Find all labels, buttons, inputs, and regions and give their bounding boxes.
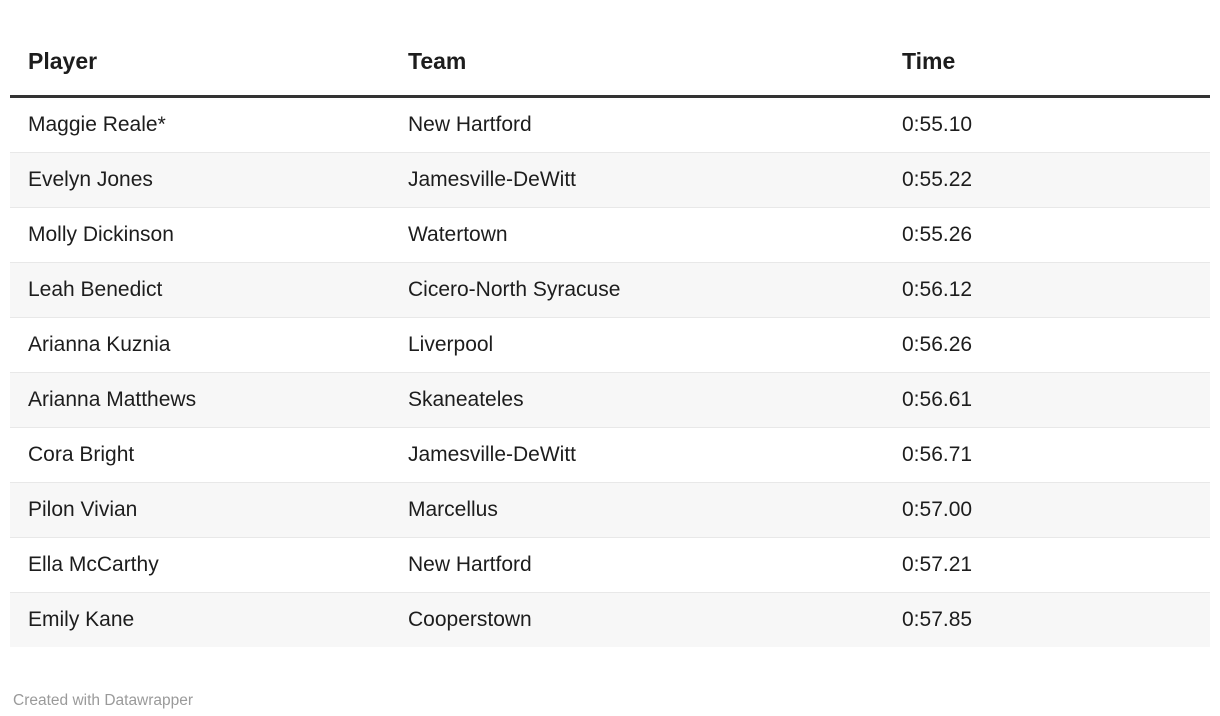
cell-team: Cicero-North Syracuse	[408, 278, 621, 301]
table-row: Emily Kane Cooperstown 0:57.85	[10, 592, 1210, 647]
cell-time: 0:57.00	[902, 498, 973, 521]
cell-player: Arianna Kuznia	[28, 333, 171, 356]
cell-time: 0:56.71	[902, 443, 973, 466]
cell-time: 0:56.26	[902, 333, 973, 356]
table-row: Cora Bright Jamesville-DeWitt 0:56.71	[10, 427, 1210, 483]
cell-team: Skaneateles	[408, 388, 524, 411]
table-row: Maggie Reale* New Hartford 0:55.10	[10, 96, 1210, 153]
column-header-time: Time	[884, 30, 1210, 98]
table-row: Evelyn Jones Jamesville-DeWitt 0:55.22	[10, 152, 1210, 208]
cell-time: 0:57.21	[902, 553, 973, 576]
table-body: Maggie Reale* New Hartford 0:55.10 Evelyn J…	[10, 96, 1210, 647]
cell-time: 0:55.10	[902, 113, 973, 136]
cell-time: 0:56.12	[902, 278, 973, 301]
cell-time: 0:55.26	[902, 223, 973, 246]
cell-team: Marcellus	[408, 498, 498, 521]
table-row: Pilon Vivian Marcellus 0:57.00	[10, 482, 1210, 538]
cell-player: Ella McCarthy	[28, 553, 159, 576]
cell-team: Jamesville-DeWitt	[408, 443, 577, 466]
cell-player: Cora Bright	[28, 443, 135, 466]
column-header-team: Team	[390, 30, 884, 98]
cell-time: 0:57.85	[902, 608, 973, 631]
header-row: Player Team Time	[10, 30, 1210, 98]
cell-team: Cooperstown	[408, 608, 532, 631]
cell-team: Jamesville-DeWitt	[408, 168, 577, 191]
cell-player: Maggie Reale*	[28, 113, 166, 136]
cell-team: Liverpool	[408, 333, 494, 356]
column-header-player: Player	[10, 30, 390, 98]
table-row: Leah Benedict Cicero-North Syracuse 0:56.1…	[10, 262, 1210, 318]
table-row: Molly Dickinson Watertown 0:55.26	[10, 207, 1210, 263]
datawrapper-attribution-link[interactable]: Created with Datawrapper	[13, 692, 194, 709]
cell-player: Arianna Matthews	[28, 388, 197, 411]
cell-team: New Hartford	[408, 553, 532, 576]
results-table: Player Team Time Maggie Reale* New Hartfo…	[10, 30, 1210, 647]
table-row: Arianna Kuznia Liverpool 0:56.26	[10, 317, 1210, 373]
cell-time: 0:55.22	[902, 168, 973, 191]
cell-team: Watertown	[408, 223, 508, 246]
table-header: Player Team Time	[10, 30, 1210, 98]
cell-player: Molly Dickinson	[28, 223, 174, 246]
cell-player: Leah Benedict	[28, 278, 163, 301]
table-row: Arianna Matthews Skaneateles 0:56.61	[10, 372, 1210, 428]
cell-team: New Hartford	[408, 113, 532, 136]
cell-player: Emily Kane	[28, 608, 135, 631]
cell-time: 0:56.61	[902, 388, 973, 411]
table-row: Ella McCarthy New Hartford 0:57.21	[10, 537, 1210, 593]
cell-player: Evelyn Jones	[28, 168, 153, 191]
cell-player: Pilon Vivian	[28, 498, 138, 521]
